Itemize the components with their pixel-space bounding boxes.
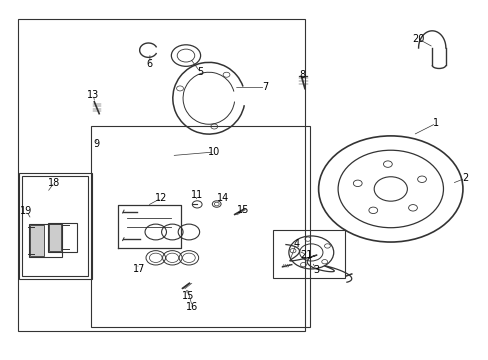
Text: 14: 14 (217, 193, 229, 203)
Text: 15: 15 (182, 291, 194, 301)
Text: 5: 5 (197, 67, 203, 77)
Text: 8: 8 (298, 70, 305, 80)
Text: 11: 11 (191, 190, 203, 200)
Bar (91, 126, 310, 327)
Text: 17: 17 (132, 264, 144, 274)
Text: 10: 10 (207, 147, 220, 157)
Text: 2: 2 (461, 173, 468, 183)
Text: 20: 20 (411, 34, 424, 44)
Text: 6: 6 (146, 59, 153, 69)
Text: 4: 4 (292, 239, 299, 249)
Text: 3: 3 (313, 265, 319, 275)
Bar (22, 176, 88, 276)
Bar (48, 223, 77, 252)
Bar (19, 173, 92, 279)
Bar (272, 230, 344, 278)
Text: 16: 16 (186, 302, 198, 312)
Text: 15: 15 (236, 206, 249, 216)
Text: 18: 18 (48, 177, 61, 188)
Bar (29, 224, 62, 257)
Text: 12: 12 (155, 193, 167, 203)
Text: 21: 21 (300, 249, 312, 260)
Text: 1: 1 (432, 118, 438, 128)
Bar (49, 224, 61, 251)
Bar (30, 225, 43, 256)
Bar (18, 19, 305, 330)
Text: 9: 9 (94, 139, 100, 149)
Text: 7: 7 (262, 82, 268, 93)
Text: 19: 19 (20, 206, 33, 216)
Text: 13: 13 (87, 90, 99, 100)
